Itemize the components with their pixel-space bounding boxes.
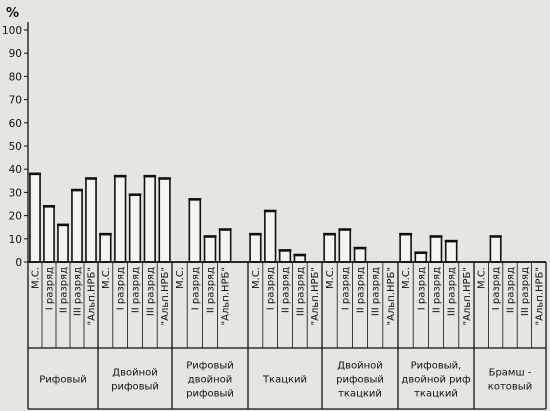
group-label: Брамш - котовый (488, 368, 532, 393)
bar-category-label: II разряд (356, 267, 367, 313)
bar (114, 175, 127, 263)
y-tick-label: 30 (9, 187, 22, 199)
group-label: Рифовый двойной рифовый (186, 361, 234, 400)
y-tick-label: 0 (15, 257, 22, 269)
bar (71, 189, 83, 263)
y-tick-label: 100 (2, 25, 22, 37)
bar-category-label: II разряд (506, 267, 517, 313)
bar-category-label: М.С. (175, 267, 186, 289)
bar (128, 193, 142, 263)
group-label-line: ткацкий (414, 389, 458, 400)
bar (249, 233, 262, 263)
bar (399, 233, 412, 263)
bar-category-label: М.С. (477, 267, 488, 289)
group-label-line: Рифовый (39, 375, 87, 386)
group-label-line: двойной (188, 375, 233, 386)
bar-category-label: I разряд (491, 267, 502, 310)
group-label-line: Рифовый, (411, 361, 462, 372)
y-tick-label: 50 (9, 141, 22, 153)
group-label: Ткацкий (262, 375, 307, 386)
bar-category-label: II разряд (206, 267, 217, 313)
bar (158, 177, 171, 263)
group-label-line: рифовый (111, 382, 159, 393)
y-tick-label: 10 (9, 234, 22, 246)
bar-category-label: III разряд (371, 267, 382, 316)
bar (489, 235, 502, 263)
bar-category-label: "Альп.НРБ" (386, 267, 397, 325)
bar-category-label: III разряд (145, 267, 156, 316)
y-axis: 0 10 20 30 40 50 60 70 80 90 100 (2, 22, 29, 409)
bar (188, 198, 202, 263)
group-label-line: ткацкий (338, 389, 382, 400)
y-tick-label: 90 (9, 48, 22, 60)
group-label-line: котовый (488, 382, 532, 393)
bar-category-label: I разряд (266, 267, 277, 310)
group-label-line: Двойной (112, 368, 157, 379)
bar-category-label: "Альп.НРБ" (534, 267, 545, 325)
bar-category-label: "Альп.НРБ" (87, 267, 98, 325)
bar (323, 233, 336, 263)
bar-category-label: II разряд (131, 267, 142, 313)
bar (57, 224, 69, 263)
bar-category-label: М.С. (101, 267, 112, 289)
bar-category-label: М.С. (31, 267, 42, 289)
bar-category-label: II разряд (432, 267, 443, 313)
group-label: Двойной рифовый (111, 368, 159, 393)
bar (29, 173, 41, 263)
bar-category-label: М.С. (251, 267, 262, 289)
bar-category-label: "Альп.НРБ" (310, 267, 321, 325)
bar-category-label: I разряд (190, 267, 201, 310)
group-label: Рифовый (39, 375, 87, 386)
group-label-line: Двойной (337, 361, 382, 372)
bar-category-label: II разряд (59, 267, 70, 313)
bar (99, 233, 112, 263)
category-table: М.С. I разряд II разряд III разряд "Альп.НРБ… (28, 261, 547, 410)
bar (338, 228, 352, 263)
group-label-line: рифовый (186, 389, 234, 400)
y-tick-label: 80 (9, 71, 22, 83)
bar (444, 240, 458, 263)
bar (264, 210, 277, 263)
bar-category-label: III разряд (447, 267, 458, 316)
bar (429, 235, 443, 263)
y-tick-label: 20 (9, 211, 22, 223)
group-label-line: Рифовый (186, 361, 234, 372)
bar-category-label: III разряд (73, 267, 84, 316)
bar (203, 235, 217, 263)
bar-category-label: I разряд (45, 267, 56, 310)
y-tick-label: 70 (9, 95, 22, 107)
bar-category-label: "Альп.НРБ" (160, 267, 171, 325)
y-tick-label: 40 (9, 164, 22, 176)
bar-category-label: I разряд (416, 267, 427, 310)
bar (414, 251, 428, 263)
bar-category-label: М.С. (401, 267, 412, 289)
bar-category-label: II разряд (281, 267, 292, 313)
bar (85, 177, 97, 263)
bar (353, 247, 367, 263)
bar-category-label: "Альп.НРБ" (462, 267, 473, 325)
bar-category-label: III разряд (520, 267, 531, 316)
group-label-line: двойной риф (401, 375, 470, 386)
group-label: Двойной рифовый ткацкий (336, 361, 384, 400)
group-label-line: Брамш - (489, 368, 532, 379)
bar (143, 175, 156, 263)
group-label-line: рифовый (336, 375, 384, 386)
bar (43, 205, 55, 263)
bar-category-label: III разряд (295, 267, 306, 316)
bar-category-label: "Альп.НРБ" (221, 267, 232, 325)
bar-category-label: I разряд (340, 267, 351, 310)
bar-category-label: I разряд (116, 267, 127, 310)
bar (278, 249, 292, 263)
group-label: Рифовый, двойной риф ткацкий (401, 361, 470, 400)
bar (218, 228, 232, 263)
bar-category-label: М.С. (325, 267, 336, 289)
y-axis-unit-label: % (6, 6, 19, 21)
group-label-line: Ткацкий (262, 375, 307, 386)
y-tick-label: 60 (9, 118, 22, 130)
